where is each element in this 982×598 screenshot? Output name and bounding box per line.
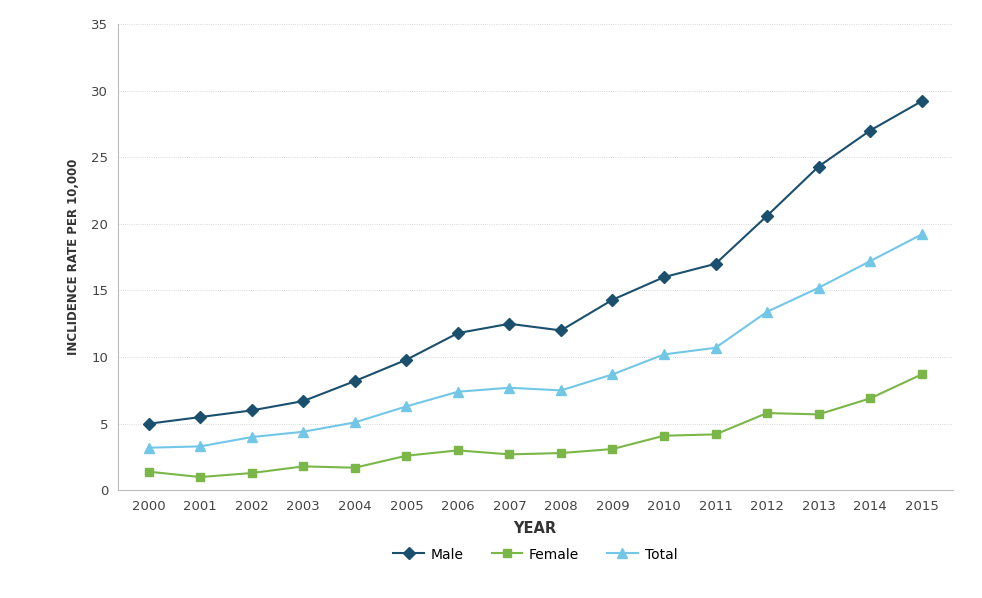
- Female: [194, 474, 206, 481]
- Male: [607, 296, 619, 303]
- Male: [504, 320, 516, 327]
- Male: [813, 163, 825, 170]
- Female: [401, 452, 412, 459]
- Male: [864, 127, 876, 134]
- Total: [761, 308, 773, 315]
- Total: [452, 388, 464, 395]
- Line: Male: Male: [144, 97, 926, 428]
- Female: [452, 447, 464, 454]
- Total: [813, 284, 825, 291]
- Total: [555, 387, 567, 394]
- Total: [349, 419, 360, 426]
- Line: Female: Female: [144, 370, 926, 481]
- Female: [607, 446, 619, 453]
- Male: [916, 97, 928, 105]
- Male: [194, 413, 206, 420]
- Male: [142, 420, 154, 428]
- Total: [504, 384, 516, 391]
- Total: [246, 434, 257, 441]
- Female: [298, 463, 309, 470]
- Total: [142, 444, 154, 451]
- Female: [813, 411, 825, 418]
- Legend: Male, Female, Total: Male, Female, Total: [388, 542, 682, 568]
- Total: [298, 428, 309, 435]
- Male: [710, 260, 722, 267]
- Female: [658, 432, 670, 440]
- Female: [916, 371, 928, 378]
- Male: [246, 407, 257, 414]
- Total: [194, 443, 206, 450]
- Female: [142, 468, 154, 475]
- X-axis label: YEAR: YEAR: [514, 521, 557, 536]
- Male: [401, 356, 412, 364]
- Female: [864, 395, 876, 402]
- Female: [349, 464, 360, 471]
- Male: [452, 329, 464, 337]
- Total: [401, 403, 412, 410]
- Total: [607, 371, 619, 378]
- Line: Total: Total: [144, 230, 926, 453]
- Male: [298, 398, 309, 405]
- Total: [916, 231, 928, 238]
- Total: [658, 351, 670, 358]
- Female: [246, 469, 257, 477]
- Male: [761, 212, 773, 219]
- Female: [504, 451, 516, 458]
- Total: [710, 344, 722, 352]
- Male: [555, 327, 567, 334]
- Male: [658, 273, 670, 280]
- Female: [761, 410, 773, 417]
- Total: [864, 258, 876, 265]
- Female: [710, 431, 722, 438]
- Y-axis label: INCLIDENCE RATE PER 10,000: INCLIDENCE RATE PER 10,000: [67, 159, 80, 355]
- Male: [349, 377, 360, 385]
- Female: [555, 450, 567, 457]
